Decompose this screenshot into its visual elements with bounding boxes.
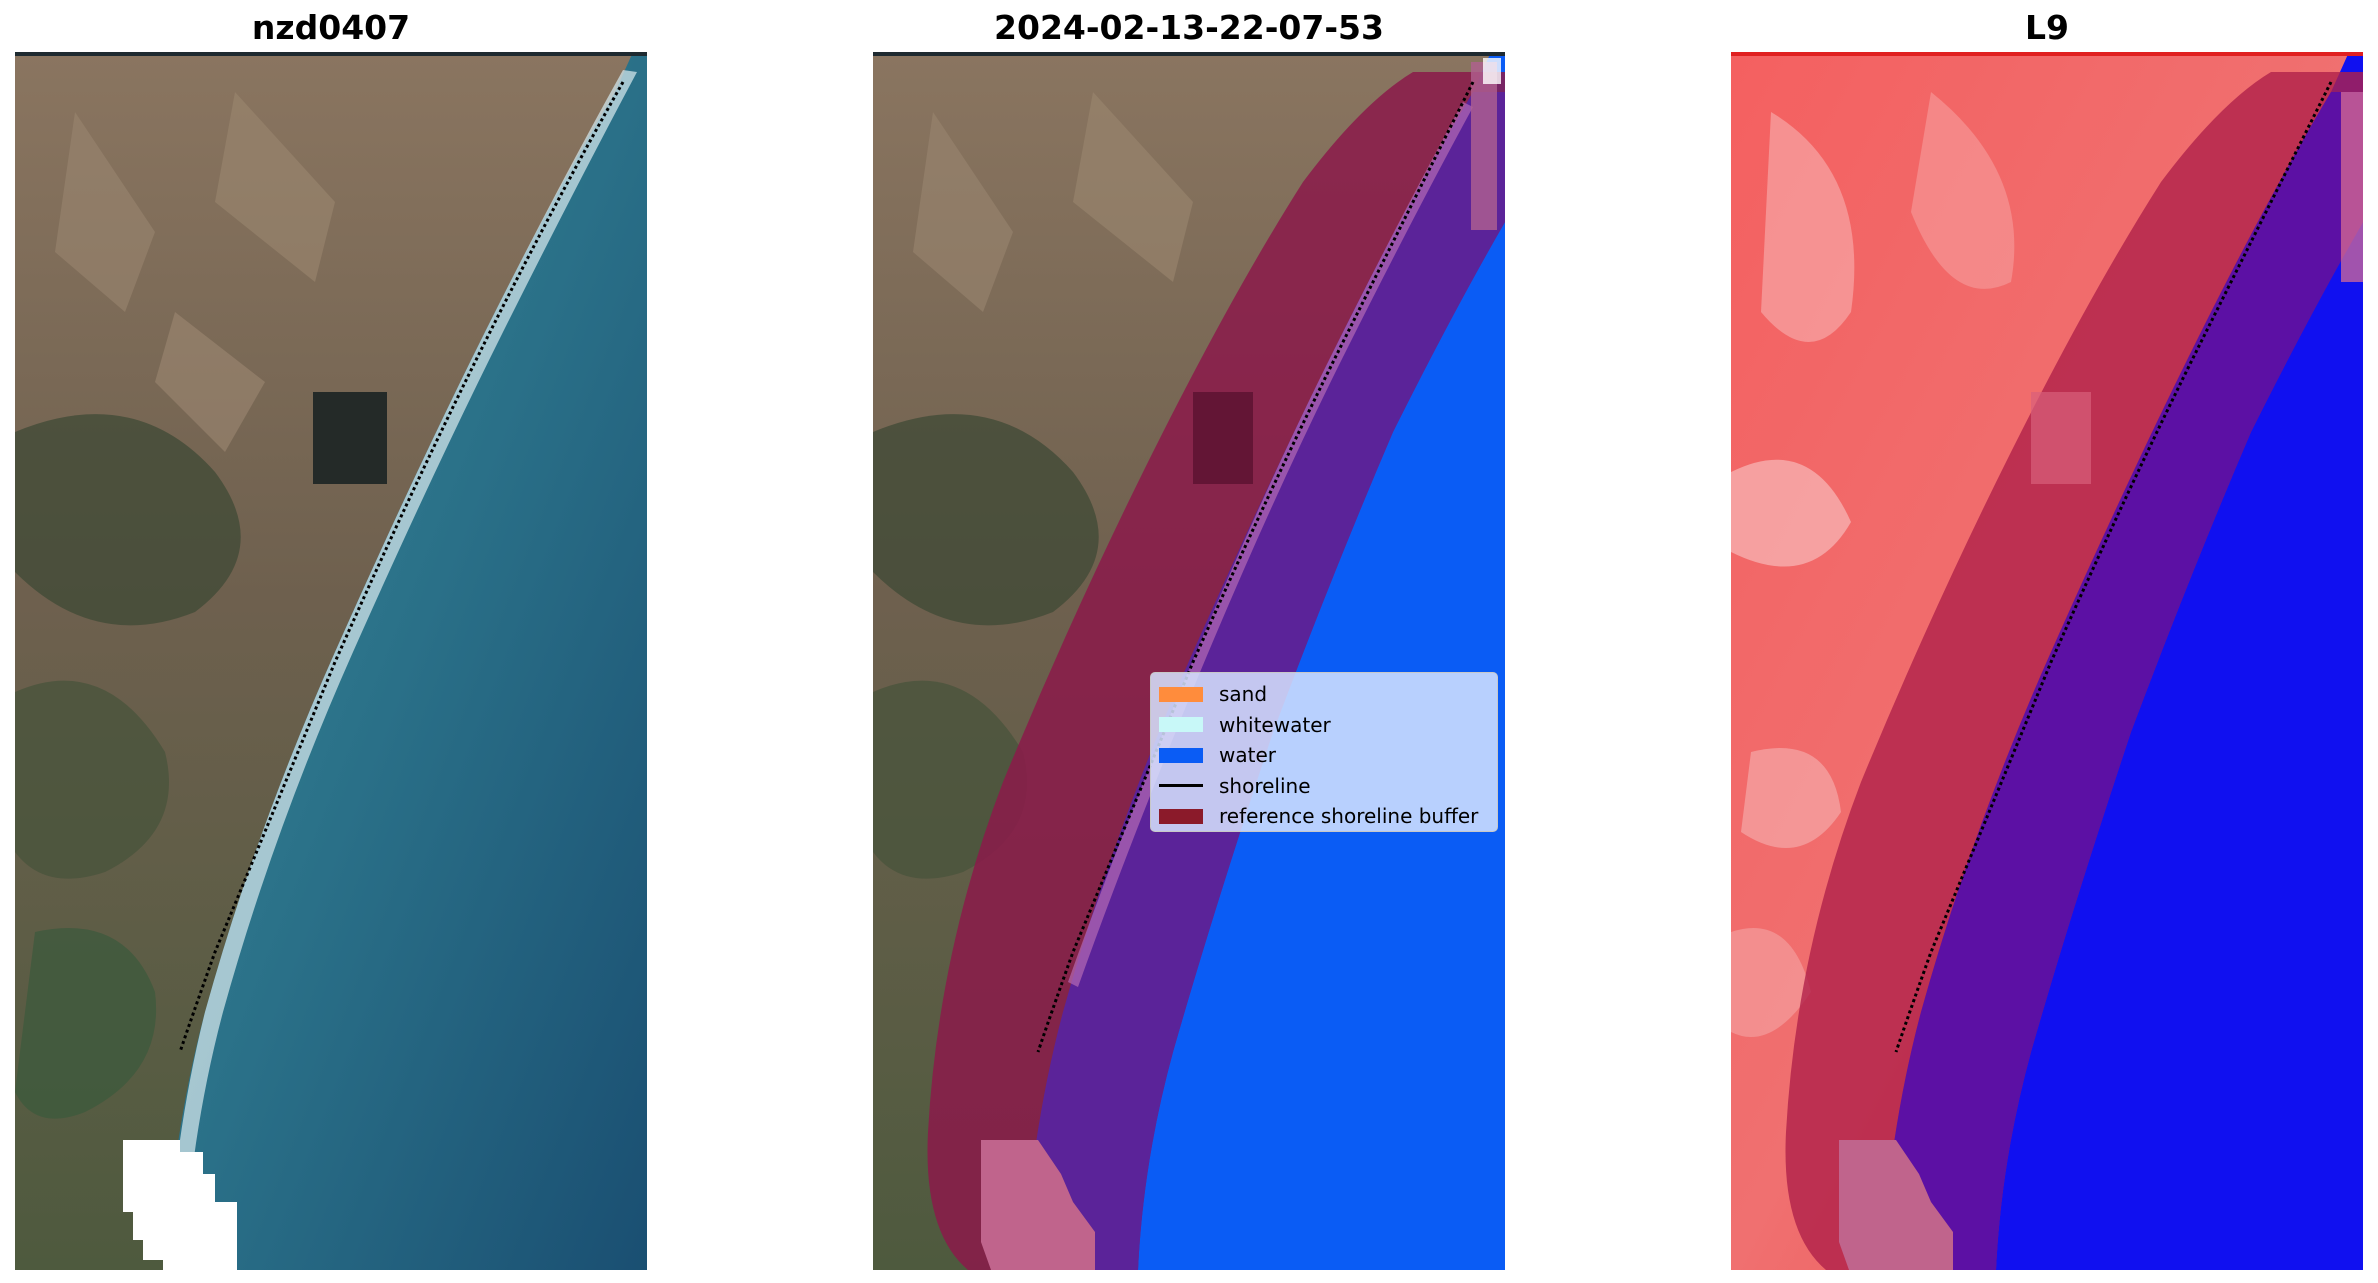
classified-image (873, 52, 1505, 1270)
shoreline-line (1894, 81, 2333, 1053)
legend-swatch-whitewater (1159, 717, 1203, 733)
index-panel (1731, 52, 2363, 1270)
ridge-patch (155, 312, 265, 452)
ridge-patch (55, 112, 155, 312)
legend: sand whitewater water shoreline referenc… (1150, 672, 1498, 832)
buffer-over-water (1881, 92, 2363, 1270)
rgb-image-panel (15, 52, 647, 1270)
shoreline-line (1036, 81, 1475, 1053)
legend-item-sand: sand (1159, 679, 1489, 710)
vegetation-patch (15, 928, 157, 1119)
dark-field-patch (313, 392, 387, 484)
legend-item-whitewater: whitewater (1159, 710, 1489, 741)
legend-swatch-sand (1159, 686, 1203, 702)
classification-panel (873, 52, 1505, 1270)
index-image (1731, 52, 2363, 1270)
masked-region (981, 1140, 1095, 1270)
sea-area (165, 52, 647, 1270)
vegetation-patch (15, 414, 241, 626)
legend-line-shoreline (1159, 784, 1203, 788)
rgb-satellite-image (15, 52, 647, 1270)
middle-panel-title: 2024-02-13-22-07-53 (994, 8, 1384, 47)
ridge-patch (215, 92, 335, 282)
left-panel-title: nzd0407 (251, 8, 411, 47)
right-panel-title: L9 (2025, 8, 2069, 47)
legend-label: shoreline (1219, 773, 1311, 798)
no-data-mask (123, 1140, 237, 1270)
legend-swatch-buffer (1159, 808, 1203, 824)
legend-label: sand (1219, 682, 1268, 707)
masked-region (1839, 1140, 1953, 1270)
legend-label: reference shoreline buffer (1219, 804, 1479, 829)
legend-item-shoreline: shoreline (1159, 771, 1489, 802)
vegetation-patch (15, 680, 169, 879)
legend-item-water: water (1159, 740, 1489, 771)
legend-label: whitewater (1219, 712, 1331, 737)
whitewater-class-band (1068, 102, 1473, 987)
legend-label: water (1219, 743, 1276, 768)
shoreline-line (178, 81, 625, 1053)
legend-item-buffer: reference shoreline buffer (1159, 801, 1489, 832)
legend-swatch-water (1159, 747, 1203, 763)
